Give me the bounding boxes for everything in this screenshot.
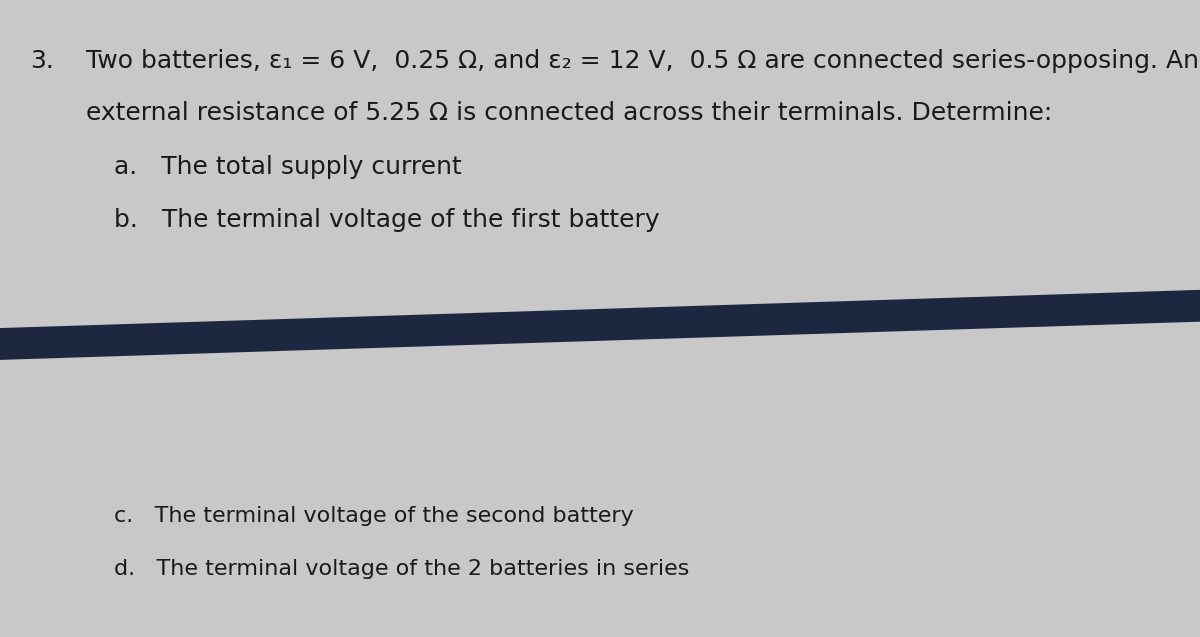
Text: a.   The total supply current: a. The total supply current: [114, 155, 462, 179]
Text: Two batteries, ε₁ = 6 V,  0.25 Ω, and ε₂ = 12 V,  0.5 Ω are connected series-opp: Two batteries, ε₁ = 6 V, 0.25 Ω, and ε₂ …: [86, 48, 1200, 73]
Text: c.   The terminal voltage of the second battery: c. The terminal voltage of the second ba…: [114, 506, 634, 526]
Text: d.   The terminal voltage of the 2 batteries in series: d. The terminal voltage of the 2 batteri…: [114, 559, 689, 579]
Text: b.   The terminal voltage of the first battery: b. The terminal voltage of the first bat…: [114, 208, 660, 232]
Text: 3.: 3.: [30, 48, 54, 73]
Text: external resistance of 5.25 Ω is connected across their terminals. Determine:: external resistance of 5.25 Ω is connect…: [86, 101, 1052, 125]
Polygon shape: [0, 290, 1200, 360]
